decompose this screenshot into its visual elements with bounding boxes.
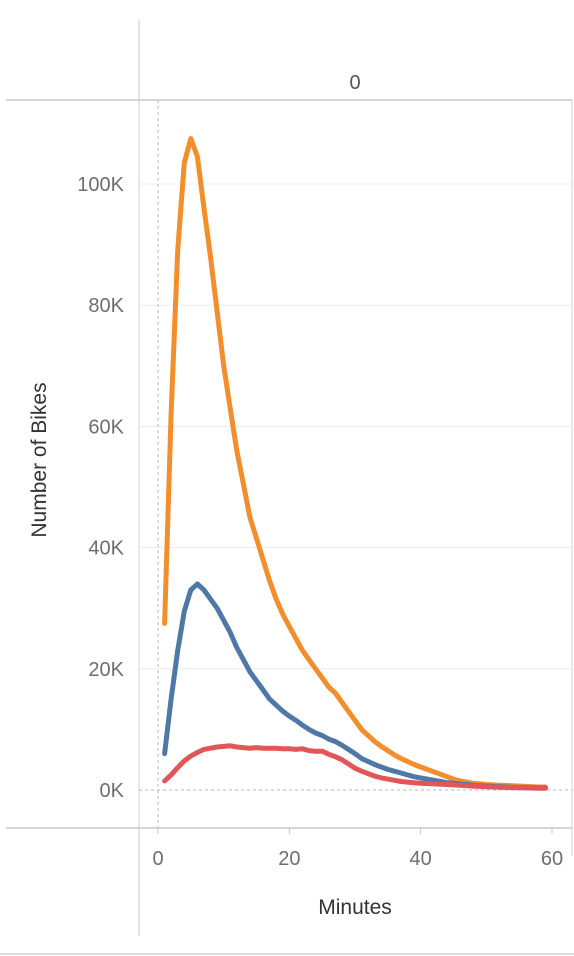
y-tick-label: 0K [100, 780, 125, 802]
x-tick-label: 60 [541, 848, 563, 870]
x-axis-ticks: 0 20 40 60 [152, 828, 563, 870]
y-tick-label: 40K [88, 538, 124, 560]
x-tick-label: 20 [278, 848, 300, 870]
y-tick-label: 80K [88, 295, 124, 317]
x-tick-label: 0 [152, 848, 163, 870]
zero-reference-lines [139, 100, 572, 828]
y-axis-title: Number of Bikes [28, 382, 51, 537]
series-line-3[interactable] [162, 743, 548, 791]
column-header: 0 [349, 72, 360, 94]
series-group [162, 136, 548, 791]
y-tick-label: 20K [88, 659, 124, 681]
x-axis-title: Minutes [318, 896, 392, 919]
series-line-1[interactable] [162, 136, 548, 790]
series-line-2[interactable] [162, 581, 548, 791]
y-tick-label: 100K [77, 174, 124, 196]
y-axis-ticks: 0K 20K 40K 60K 80K 100K [77, 174, 124, 802]
y-tick-label: 60K [88, 416, 124, 438]
x-tick-label: 40 [410, 848, 432, 870]
gridlines [139, 183, 572, 670]
